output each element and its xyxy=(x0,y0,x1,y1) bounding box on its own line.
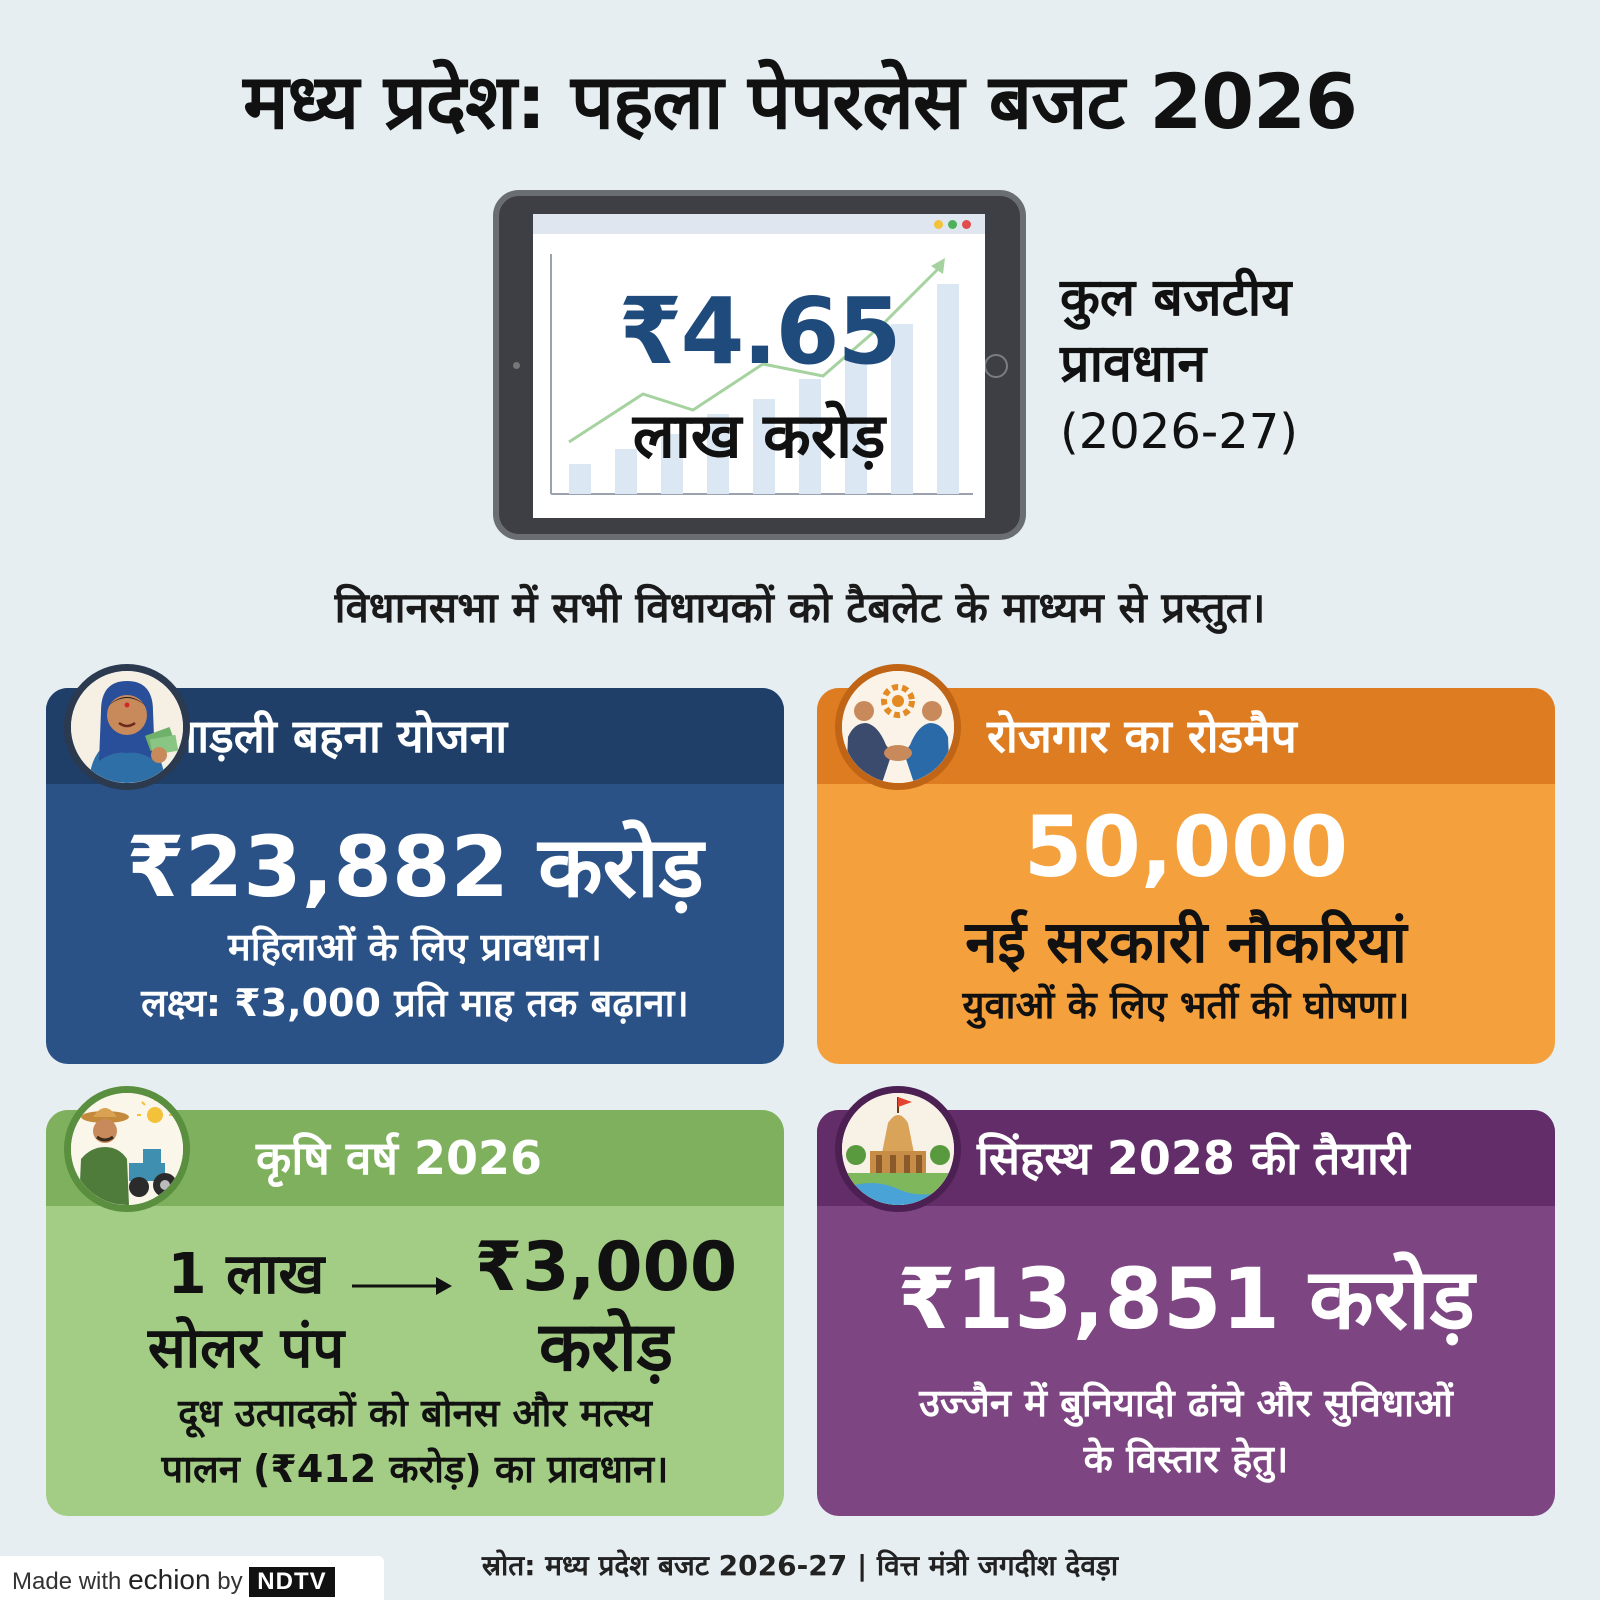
card-amount: 50,000 xyxy=(1023,798,1349,896)
echion-logo: echion xyxy=(128,1564,211,1595)
solar-pump-amount-line1: ₹3,000 xyxy=(474,1228,738,1307)
card-line2: के विस्तार हेतु। xyxy=(1083,1437,1289,1481)
solar-pump-count-line2: सोलर पंप xyxy=(147,1316,345,1381)
brand-prefix: Made with xyxy=(12,1568,122,1595)
card-line1: उज्जैन में बुनियादी ढांचे और सुविधाओं xyxy=(919,1381,1453,1425)
card-line1: दूध उत्पादकों को बोनस और मत्स्य xyxy=(178,1391,652,1435)
brand-watermark: Made with echion by NDTV xyxy=(0,1556,384,1600)
card-title: सिंहस्थ 2028 की तैयारी xyxy=(977,1131,1410,1185)
window-dot-red xyxy=(962,220,971,229)
woman-with-money-icon xyxy=(64,664,190,790)
card-krishi-varsh: कृषि वर्ष 2026 1 लाख सोलर पंप xyxy=(46,1086,784,1516)
window-dot-green xyxy=(948,220,957,229)
card-title: कृषि वर्ष 2026 xyxy=(256,1131,543,1185)
card-line2: लक्ष्य: ₹3,000 प्रति माह तक बढ़ाना। xyxy=(141,981,689,1025)
subtitle: विधानसभा में सभी विधायकों को टैबलेट के म… xyxy=(334,583,1266,632)
tablet-camera xyxy=(513,362,520,369)
arrow-right-icon xyxy=(352,1277,452,1295)
card-rojgar-roadmap: रोजगार का रोडमैप 50,000 नई सरकारी नौकरिय… xyxy=(817,664,1555,1064)
card-title: लाड़ली बहना योजना xyxy=(166,709,508,763)
page-title: मध्य प्रदेश: पहला पेपरलेस बजट 2026 xyxy=(243,57,1358,146)
farmer-tractor-icon xyxy=(64,1086,190,1212)
source-credit: स्रोत: मध्य प्रदेश बजट 2026-27 | वित्त म… xyxy=(481,1549,1119,1582)
growth-chart-icon xyxy=(550,254,973,495)
solar-pump-count: 1 लाख सोलर पंप xyxy=(116,1238,376,1386)
total-budget-label: कुल बजटीय प्रावधान (2026-27) xyxy=(1060,265,1400,467)
card-line1: युवाओं के लिए भर्ती की घोषणा। xyxy=(962,983,1410,1027)
brand-by: by xyxy=(217,1568,243,1595)
handshake-gear-icon xyxy=(835,664,961,790)
card-amount: ₹23,882 करोड़ xyxy=(126,818,704,916)
window-dot-yellow xyxy=(934,220,943,229)
budget-label-line2: प्रावधान xyxy=(1060,334,1207,394)
screen-window-bar xyxy=(533,214,985,234)
solar-pump-amount-line2: करोड़ xyxy=(538,1308,674,1387)
card-simhastha: सिंहस्थ 2028 की तैयारी ₹13,851 करोड़ उज्… xyxy=(817,1086,1555,1516)
card-line2: पालन (₹412 करोड़) का प्रावधान। xyxy=(161,1447,669,1491)
tablet-device: ₹4.65 लाख करोड़ xyxy=(493,190,1026,540)
card-ladli-behna: लाड़ली बहना योजना ₹23,882 करोड़ महिलाओं … xyxy=(46,664,784,1064)
total-budget-unit: लाख करोड़ xyxy=(632,399,886,472)
tablet-screen: ₹4.65 लाख करोड़ xyxy=(533,214,985,518)
ndtv-logo: NDTV xyxy=(249,1567,335,1597)
total-budget-amount: ₹4.65 xyxy=(618,278,901,385)
budget-label-line1: कुल बजटीय xyxy=(1060,268,1292,328)
card-line1: महिलाओं के लिए प्रावधान। xyxy=(228,925,602,969)
budget-label-year: (2026-27) xyxy=(1060,404,1299,460)
card-amount: ₹13,851 करोड़ xyxy=(897,1250,1475,1348)
card-jobs-label: नई सरकारी नौकरियां xyxy=(965,908,1407,976)
solar-pump-count-line1: 1 लाख xyxy=(167,1242,325,1307)
temple-river-icon xyxy=(835,1086,961,1212)
tablet-home-button xyxy=(984,354,1008,378)
solar-pump-amount: ₹3,000 करोड़ xyxy=(456,1228,756,1388)
card-title: रोजगार का रोडमैप xyxy=(987,709,1297,763)
